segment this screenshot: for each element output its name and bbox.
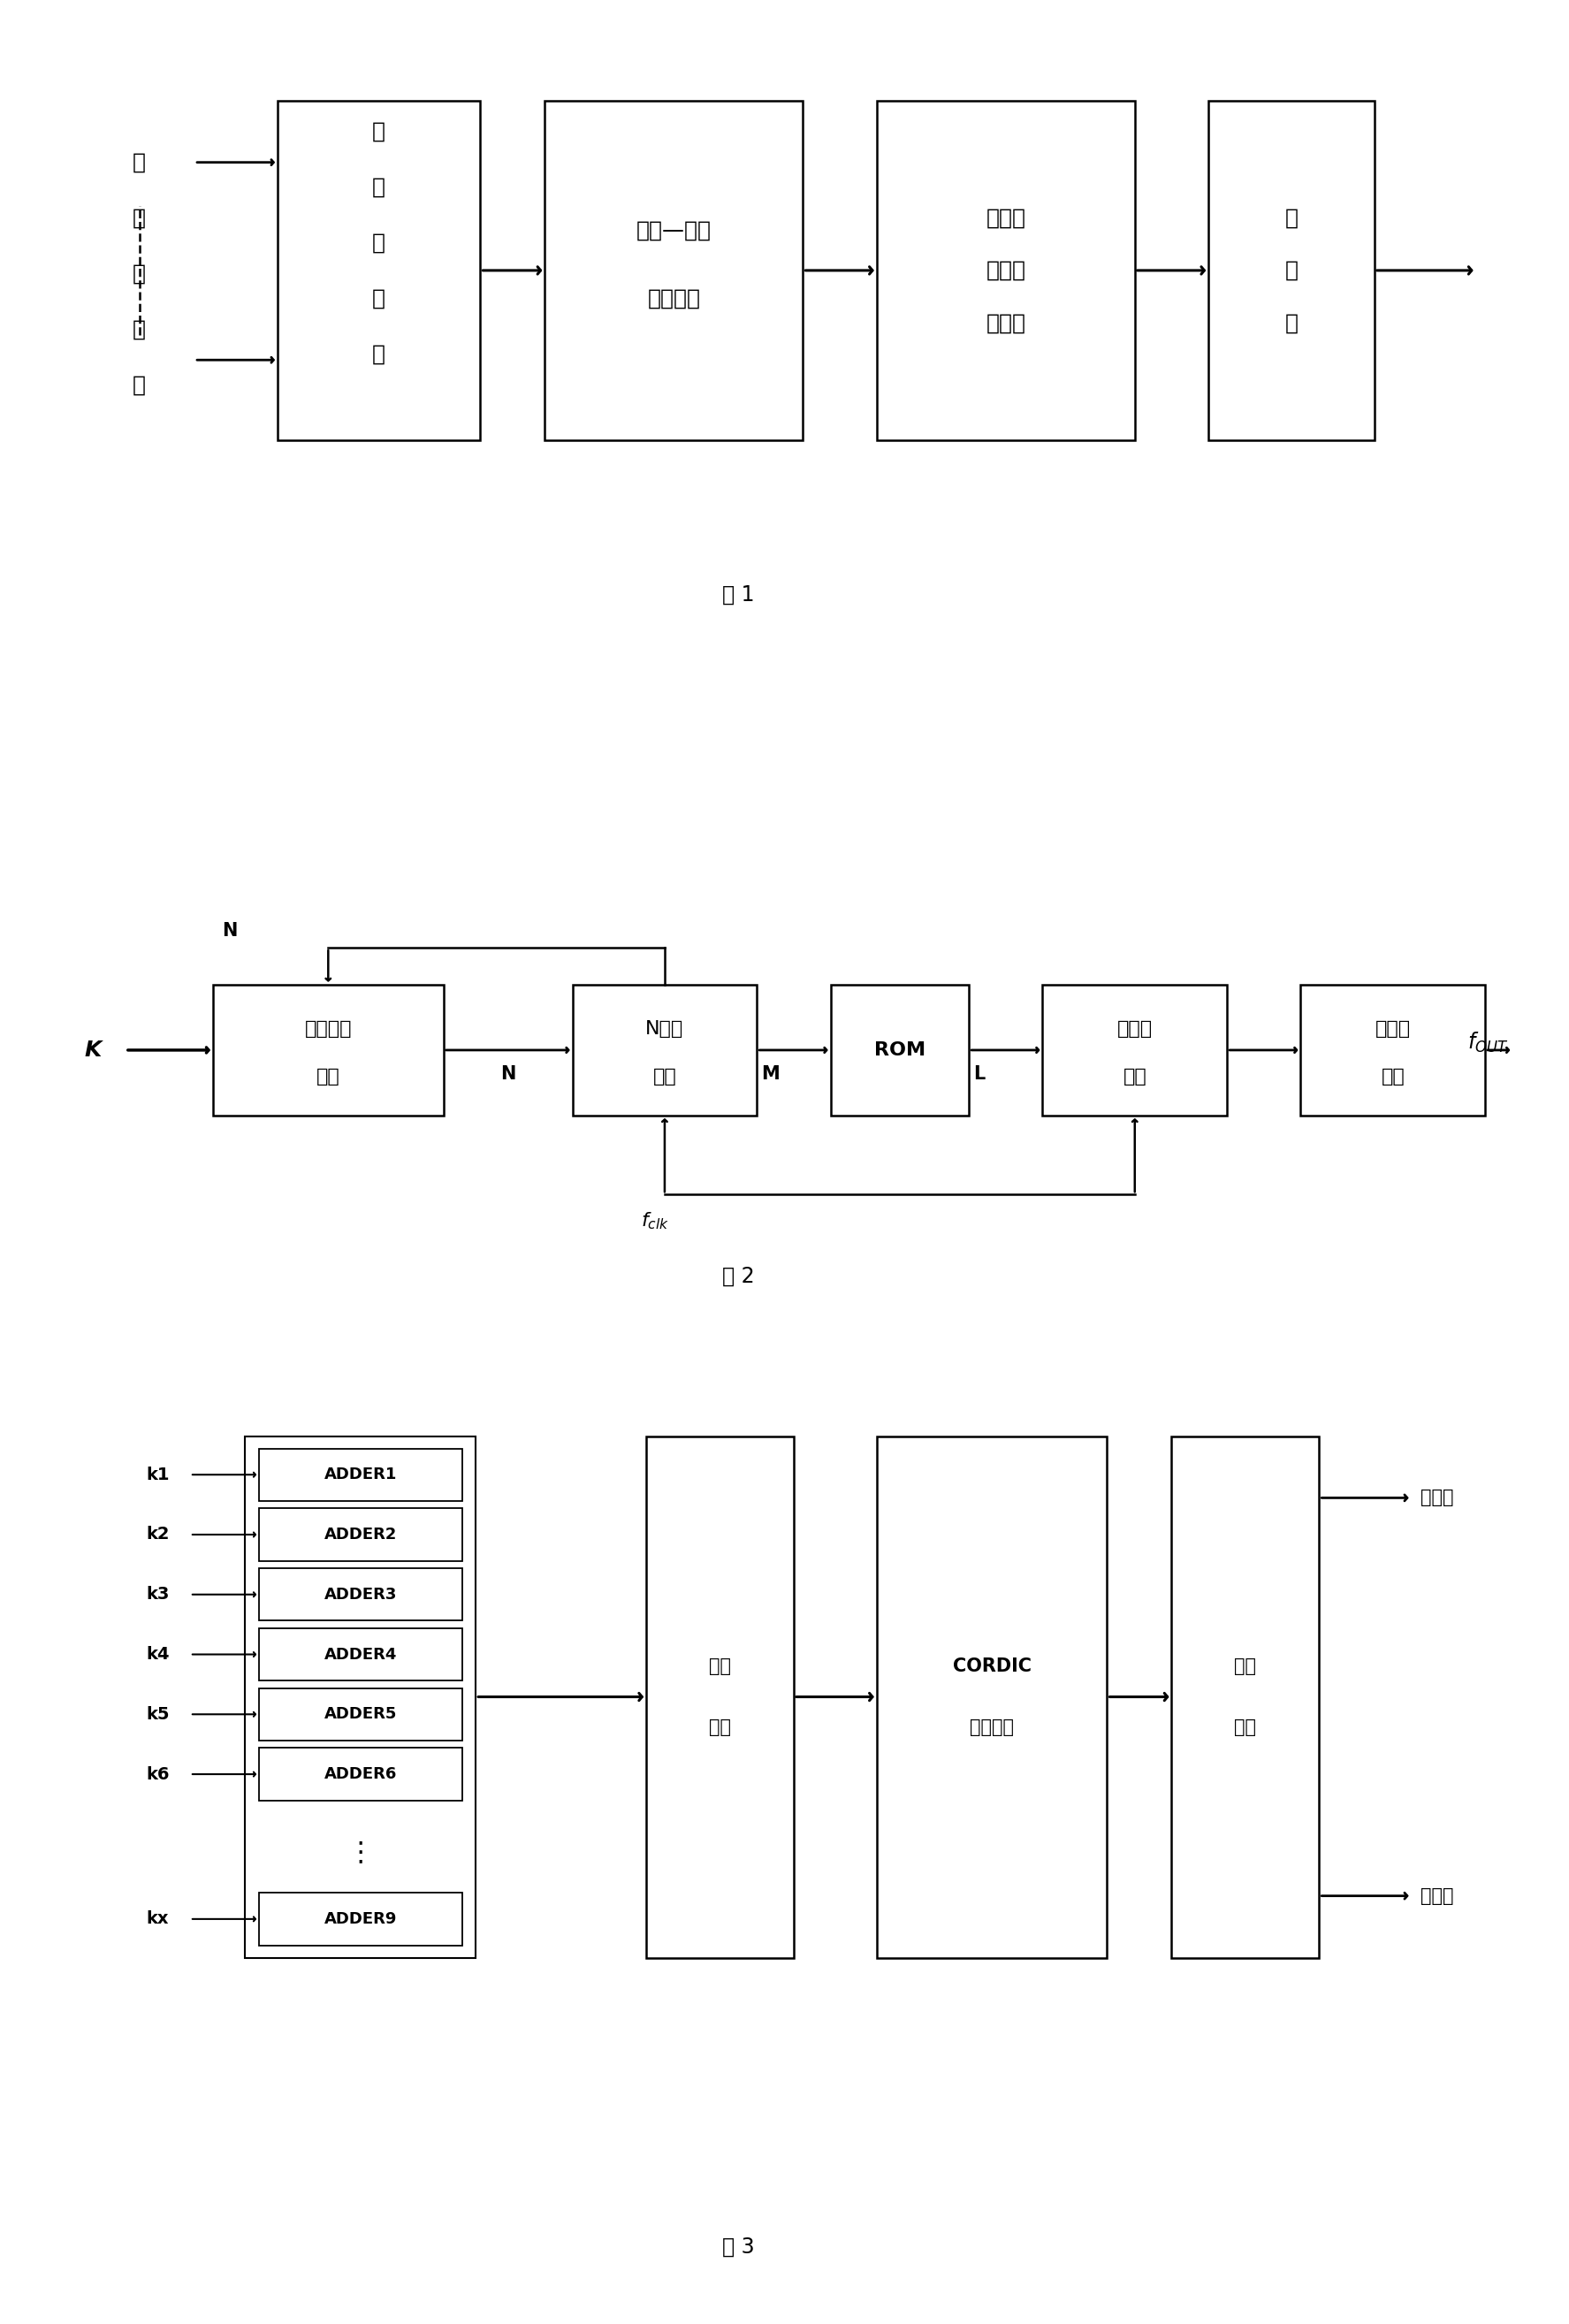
Text: 图 3: 图 3	[722, 2236, 755, 2257]
Bar	[544, 100, 803, 439]
Bar	[646, 1436, 794, 1957]
Text: 缓冲: 缓冲	[1235, 1720, 1257, 1736]
Text: k5: k5	[146, 1706, 169, 1722]
Bar	[278, 100, 480, 439]
Text: 率: 率	[133, 207, 146, 228]
Text: 加: 加	[372, 177, 386, 198]
Text: k6: k6	[146, 1766, 169, 1783]
Text: 缓冲: 缓冲	[709, 1720, 731, 1736]
Bar	[877, 100, 1134, 439]
Bar	[1172, 1436, 1320, 1957]
Text: 制: 制	[133, 318, 146, 339]
Text: k2: k2	[146, 1527, 169, 1543]
Bar	[213, 985, 444, 1116]
Text: $f_{clk}$: $f_{clk}$	[642, 1211, 670, 1232]
Text: 转换单元: 转换单元	[648, 288, 700, 309]
Text: 字: 字	[133, 374, 146, 395]
Bar	[1208, 100, 1374, 439]
Text: N: N	[501, 1064, 516, 1083]
Text: 图 1: 图 1	[722, 583, 755, 604]
Bar	[245, 1436, 475, 1957]
Text: ADDER1: ADDER1	[325, 1466, 397, 1483]
Text: 波器: 波器	[1381, 1067, 1404, 1085]
Text: 累: 累	[372, 121, 386, 142]
Text: 元: 元	[372, 344, 386, 365]
Text: 频: 频	[133, 151, 146, 172]
Text: 滤: 滤	[1285, 207, 1298, 228]
Text: 控: 控	[133, 263, 146, 284]
Text: 相位—幅度: 相位—幅度	[637, 221, 711, 242]
Text: 数模转: 数模转	[1117, 1020, 1153, 1039]
Bar	[259, 1629, 461, 1680]
Text: 波: 波	[1285, 260, 1298, 281]
Text: 输入: 输入	[709, 1657, 731, 1676]
Text: 加器: 加器	[317, 1067, 340, 1085]
Text: 数模转: 数模转	[985, 207, 1026, 228]
Text: ADDER2: ADDER2	[325, 1527, 397, 1543]
Text: ADDER6: ADDER6	[325, 1766, 397, 1783]
Bar	[259, 1687, 461, 1741]
Text: M: M	[761, 1064, 780, 1083]
Text: 低通滤: 低通滤	[1374, 1020, 1411, 1039]
Text: $f_{OUT}$: $f_{OUT}$	[1467, 1030, 1508, 1055]
Text: N位寄: N位寄	[645, 1020, 684, 1039]
Text: 图 2: 图 2	[722, 1264, 755, 1287]
Text: ADDER5: ADDER5	[325, 1706, 397, 1722]
Bar	[259, 1508, 461, 1562]
Bar	[877, 1436, 1108, 1957]
Bar	[1301, 985, 1484, 1116]
Text: 正弦值: 正弦值	[1420, 1490, 1454, 1506]
Text: 单: 单	[372, 288, 386, 309]
Text: k3: k3	[146, 1585, 169, 1604]
Text: k4: k4	[146, 1645, 169, 1662]
Text: 化与合: 化与合	[985, 260, 1026, 281]
Bar	[259, 1448, 461, 1501]
Bar	[830, 985, 970, 1116]
Bar	[1043, 985, 1227, 1116]
Text: ⋮: ⋮	[347, 1841, 373, 1866]
Text: ADDER3: ADDER3	[325, 1587, 397, 1604]
Text: k1: k1	[146, 1466, 169, 1483]
Text: 余弦值: 余弦值	[1420, 1887, 1454, 1906]
Bar	[259, 1892, 461, 1945]
Text: 输出: 输出	[1235, 1657, 1257, 1676]
Text: 成单元: 成单元	[985, 311, 1026, 335]
Text: N: N	[223, 923, 237, 939]
Text: ROM: ROM	[874, 1041, 926, 1060]
Text: CORDIC: CORDIC	[952, 1657, 1031, 1676]
Bar	[573, 985, 756, 1116]
Text: kx: kx	[146, 1910, 169, 1927]
Text: 器: 器	[1285, 311, 1298, 335]
Bar	[259, 1569, 461, 1620]
Text: L: L	[973, 1064, 985, 1083]
Text: 存器: 存器	[653, 1067, 676, 1085]
Text: 运算模块: 运算模块	[970, 1720, 1014, 1736]
Text: 相位的累: 相位的累	[304, 1020, 351, 1039]
Text: 换器: 换器	[1123, 1067, 1147, 1085]
Text: ADDER9: ADDER9	[325, 1910, 397, 1927]
Text: ADDER4: ADDER4	[325, 1645, 397, 1662]
Text: 器: 器	[372, 232, 386, 253]
Bar	[259, 1748, 461, 1801]
Text: K: K	[85, 1039, 102, 1060]
